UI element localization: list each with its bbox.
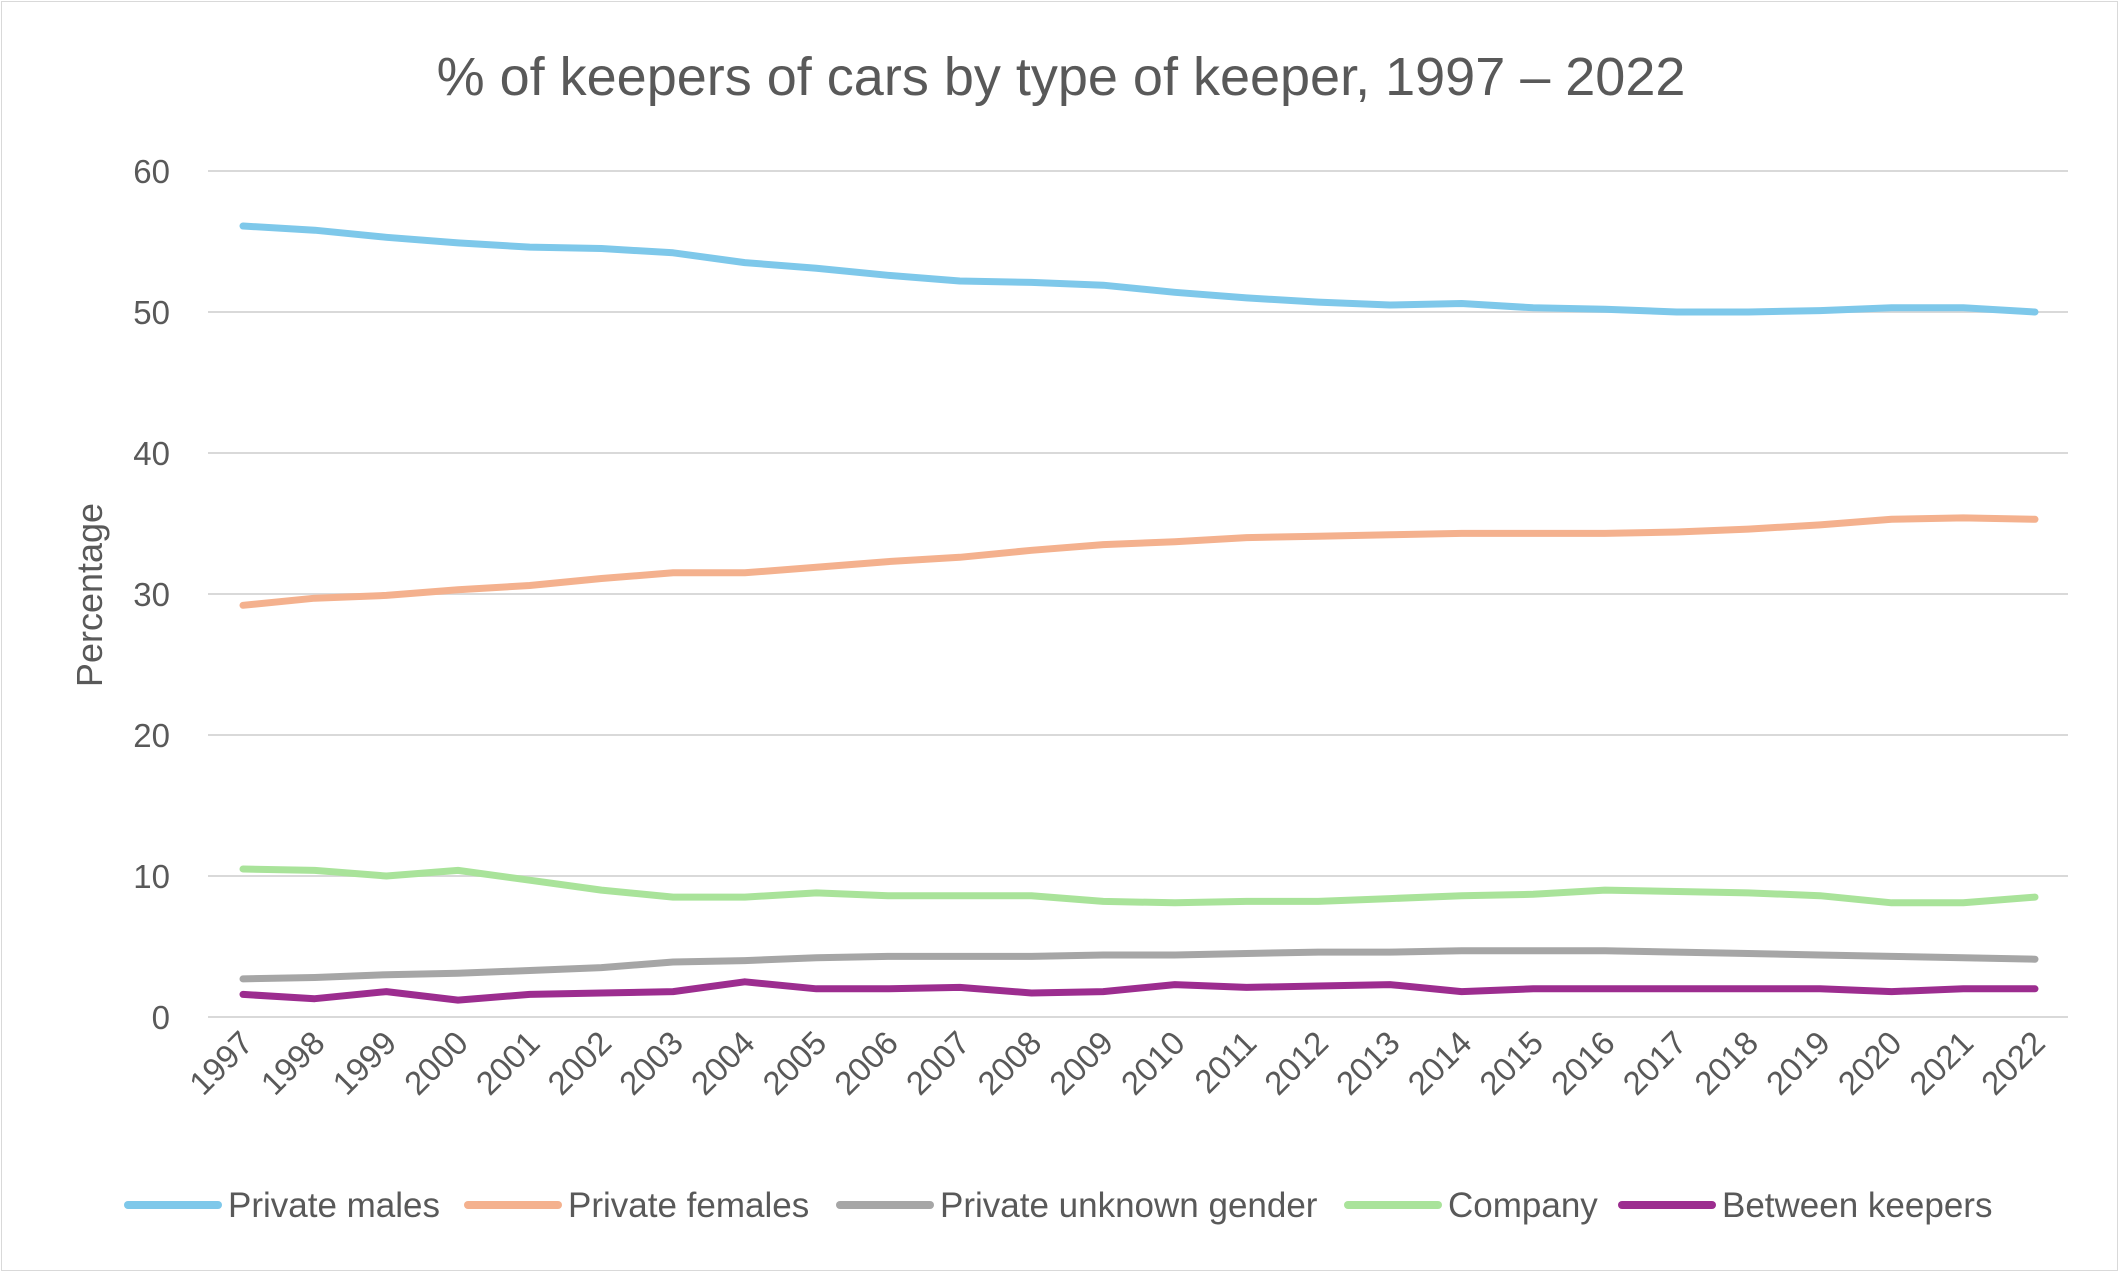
x-tick-label: 2016: [1544, 1024, 1622, 1102]
x-tick-label: 1997: [182, 1024, 260, 1102]
x-tick-label: 2019: [1759, 1024, 1837, 1102]
y-tick-labels: 0 10 20 30 40 50 60: [133, 153, 170, 1036]
y-tick-label: 40: [133, 435, 170, 472]
x-tick-label: 2011: [1187, 1024, 1263, 1100]
x-tick-label: 1999: [325, 1024, 403, 1102]
x-tick-label: 2009: [1042, 1024, 1120, 1102]
x-tick-label: 2017: [1615, 1024, 1693, 1102]
x-tick-label: 2015: [1472, 1024, 1550, 1102]
y-tick-label: 30: [133, 576, 170, 613]
x-tick-label: 2000: [397, 1024, 475, 1102]
legend-item: Between keepers: [1618, 1186, 1992, 1225]
y-tick-label: 60: [133, 153, 170, 190]
x-tick-label: 2020: [1831, 1024, 1909, 1102]
series-line-private-males: [239, 222, 2039, 316]
gridlines: [208, 170, 2068, 1018]
x-tick-label: 2002: [540, 1024, 618, 1102]
x-tick-label: 2014: [1400, 1024, 1478, 1102]
x-tick-label: 2013: [1329, 1024, 1407, 1102]
series-line-between-keepers: [239, 978, 2039, 1004]
x-tick-label: 2004: [684, 1024, 762, 1102]
legend-item: Private males: [124, 1186, 440, 1225]
legend: Private males Private females Private unkn…: [124, 1186, 1992, 1225]
x-tick-label: 2007: [899, 1024, 977, 1102]
legend-label: Between keepers: [1722, 1186, 1992, 1225]
y-tick-label: 0: [152, 999, 170, 1036]
x-tick-label: 2005: [755, 1024, 833, 1102]
x-tick-label: 2008: [970, 1024, 1048, 1102]
y-axis-label: Percentage: [69, 503, 110, 687]
series-lines: [239, 222, 2039, 1004]
legend-label: Private males: [228, 1186, 440, 1225]
legend-label: Private females: [568, 1186, 809, 1225]
legend-item: Company: [1344, 1186, 1598, 1225]
legend-item: Private unknown gender: [836, 1186, 1318, 1225]
x-tick-label: 2021: [1902, 1024, 1980, 1102]
x-tick-label: 2003: [612, 1024, 690, 1102]
legend-label: Company: [1448, 1186, 1598, 1225]
legend-label: Private unknown gender: [940, 1186, 1318, 1225]
y-tick-label: 20: [133, 717, 170, 754]
series-line-private-unknown-gender: [239, 947, 2039, 983]
series-line-company: [239, 865, 2039, 907]
x-tick-label: 1998: [254, 1024, 332, 1102]
x-tick-label: 2022: [1974, 1024, 2052, 1102]
x-tick-label: 2006: [827, 1024, 905, 1102]
x-tick-label: 2010: [1114, 1024, 1192, 1102]
x-tick-labels: 1997199819992000200120022003200420052006…: [182, 1024, 2052, 1102]
legend-item: Private females: [464, 1186, 809, 1225]
y-tick-label: 50: [133, 294, 170, 331]
y-tick-label: 10: [133, 858, 170, 895]
x-tick-label: 2018: [1687, 1024, 1765, 1102]
x-tick-label: 2001: [469, 1024, 547, 1102]
chart-title: % of keepers of cars by type of keeper, …: [437, 47, 1686, 107]
series-line-private-females: [239, 514, 2039, 609]
x-tick-label: 2012: [1257, 1024, 1335, 1102]
